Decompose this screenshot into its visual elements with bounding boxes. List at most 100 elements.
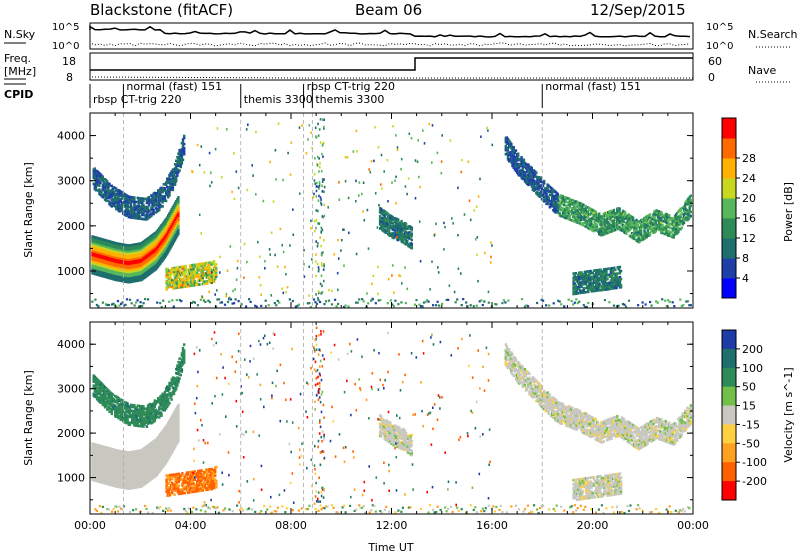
range-cell [190, 266, 193, 269]
range-cell [137, 203, 141, 206]
range-cell [398, 223, 401, 226]
range-cell [408, 231, 411, 234]
colorbar-frame [721, 117, 737, 299]
range-cell [322, 141, 325, 145]
range-cell [612, 270, 615, 274]
range-cell [174, 200, 178, 203]
range-cell [596, 275, 599, 278]
range-cell [395, 202, 397, 205]
range-cell [378, 211, 382, 214]
range-cell [171, 242, 174, 246]
range-cell [545, 192, 548, 195]
range-cell [517, 154, 520, 158]
range-cell [407, 177, 410, 180]
range-cell [206, 282, 209, 285]
range-cell [590, 226, 593, 229]
range-cell [164, 191, 168, 195]
range-cell [192, 300, 195, 303]
range-cell [314, 260, 317, 263]
range-cell [212, 260, 216, 263]
range-cell [614, 268, 617, 272]
range-cell [585, 219, 588, 223]
range-cell [316, 181, 318, 185]
range-cell [285, 273, 287, 276]
range-cell [177, 280, 181, 283]
range-cell [168, 248, 171, 252]
range-cell [564, 198, 567, 201]
range-cell [615, 274, 618, 277]
range-cell [315, 209, 318, 212]
range-cell [539, 178, 542, 181]
range-cell [343, 264, 345, 267]
nsky-frame [89, 22, 694, 50]
range-cell [613, 214, 617, 217]
range-cell [595, 225, 599, 229]
range-cell [674, 219, 678, 222]
range-cell [355, 200, 357, 203]
range-cell [174, 230, 178, 234]
range-cell [262, 199, 265, 203]
range-cell [177, 160, 180, 164]
range-cell [233, 152, 235, 155]
range-cell [590, 218, 593, 221]
range-cell [396, 235, 398, 239]
range-cell [194, 283, 198, 287]
range-cell [198, 213, 201, 217]
range-cell [441, 134, 443, 137]
range-cell [318, 291, 320, 295]
range-cell [112, 302, 115, 305]
range-cell [679, 215, 682, 219]
range-cell [631, 218, 635, 222]
range-cell [319, 118, 322, 121]
range-cell [140, 209, 143, 212]
range-cell [587, 301, 590, 305]
range-cell [235, 278, 238, 281]
range-cell [592, 225, 595, 229]
range-cell [178, 271, 182, 275]
range-cell [362, 181, 365, 184]
range-cell [399, 231, 402, 235]
range-cell [204, 300, 207, 303]
range-cell [323, 263, 325, 266]
range-cell [564, 212, 567, 215]
range-cell [374, 126, 376, 129]
range-cell [115, 305, 118, 308]
range-cell [615, 286, 618, 290]
range-cell [93, 167, 96, 170]
range-cell [619, 283, 623, 287]
range-cell [362, 300, 365, 303]
range-cell [228, 297, 230, 300]
range-cell [400, 228, 403, 231]
range-cell [317, 134, 320, 137]
range-cell [164, 181, 168, 184]
range-cell [177, 218, 180, 221]
range-cell [341, 238, 343, 242]
range-cell [192, 265, 195, 269]
range-cell [395, 230, 399, 233]
range-cell [207, 279, 210, 283]
range-cell [141, 201, 144, 204]
range-cell [321, 178, 324, 181]
range-cell [593, 216, 596, 219]
range-cell [637, 304, 640, 307]
range-cell [540, 298, 543, 301]
range-cell [249, 300, 252, 303]
range-cell [245, 128, 248, 131]
freq-tick-bottom: 8 [66, 71, 73, 84]
range-cell [178, 282, 182, 285]
range-cell [178, 150, 181, 154]
range-cell [416, 160, 419, 163]
range-cell [168, 283, 172, 287]
range-cell [323, 214, 326, 218]
range-cell [515, 169, 519, 172]
range-cell [168, 175, 171, 179]
range-cell [177, 230, 180, 234]
range-cell [589, 288, 592, 291]
range-cell [369, 170, 372, 174]
range-cell [404, 302, 407, 305]
range-cell [689, 210, 692, 214]
range-cell [583, 216, 586, 220]
range-cell [568, 214, 571, 217]
range-cell [167, 181, 170, 185]
range-cell [635, 229, 638, 232]
